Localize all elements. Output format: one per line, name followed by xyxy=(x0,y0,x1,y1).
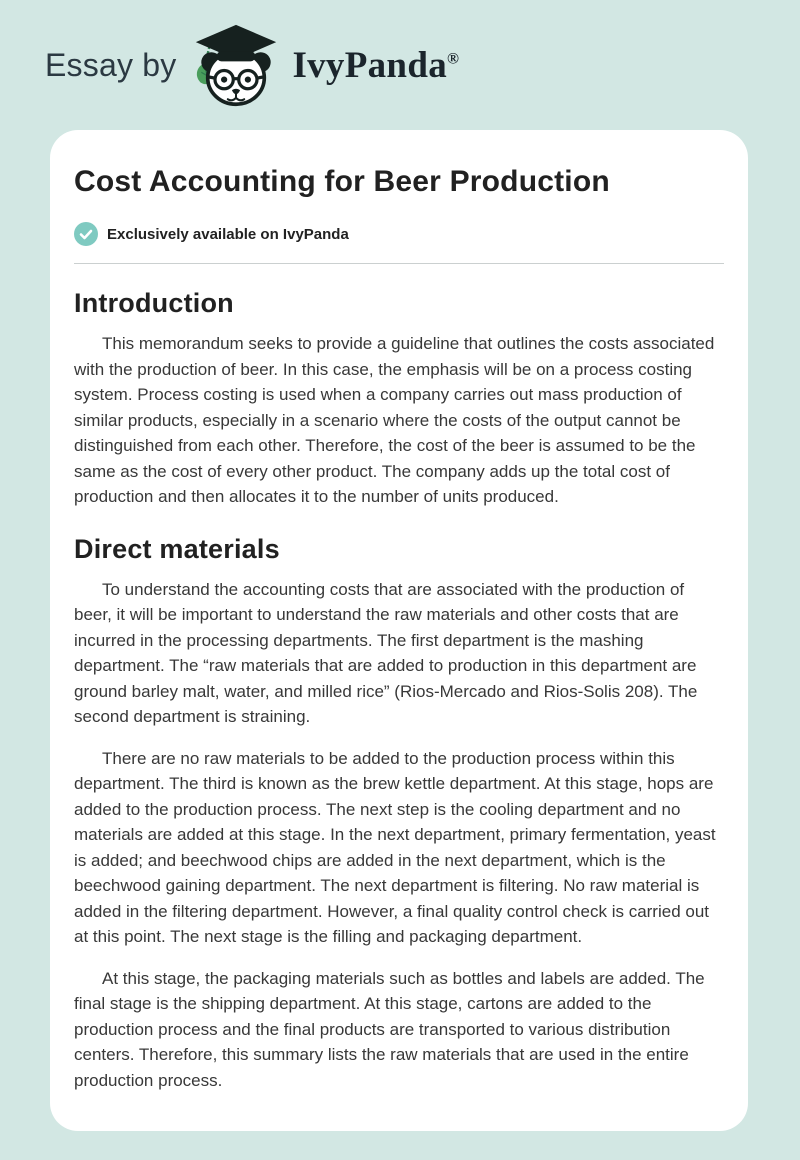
section-heading-introduction: Introduction xyxy=(74,288,234,318)
divider xyxy=(74,263,724,264)
exclusive-badge-label: Exclusively available on IvyPanda xyxy=(107,225,349,243)
brand-text: IvyPanda xyxy=(292,44,447,86)
site-header: Essay by xyxy=(0,0,800,130)
exclusive-badge: Exclusively available on IvyPanda xyxy=(74,222,724,246)
paragraph: To understand the accounting costs that … xyxy=(74,579,698,727)
registered-trademark-symbol: ® xyxy=(447,50,460,68)
section-heading-direct-materials: Direct materials xyxy=(74,533,280,564)
essay-title: Cost Accounting for Beer Production xyxy=(74,165,610,198)
essay-card: Cost Accounting for Beer Production Excl… xyxy=(50,130,748,1131)
brand-name: IvyPanda® xyxy=(292,44,459,87)
check-icon xyxy=(74,222,98,246)
header-prefix-label: Essay by xyxy=(45,46,177,83)
paragraph: This memorandum seeks to provide a guide… xyxy=(74,334,715,506)
ivypanda-panda-logo-icon xyxy=(190,23,282,107)
paragraph: At this stage, the packaging materials s… xyxy=(74,968,705,1090)
paragraph: There are no raw materials to be added t… xyxy=(74,748,716,947)
